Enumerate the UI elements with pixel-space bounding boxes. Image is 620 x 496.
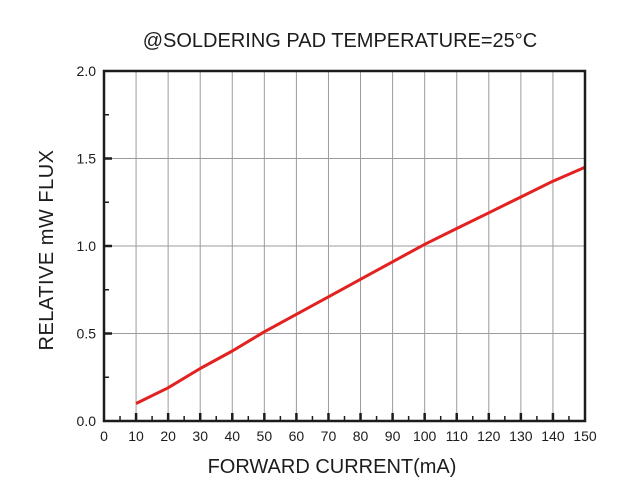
x-tick-label: 130 bbox=[509, 428, 533, 444]
y-tick-labels: 0.0 0.5 1.0 1.5 2.0 bbox=[77, 63, 97, 429]
x-tick-label: 10 bbox=[128, 428, 144, 444]
x-tick-label: 0 bbox=[100, 428, 108, 444]
y-tick-label: 1.5 bbox=[77, 151, 97, 167]
x-tick-label: 30 bbox=[192, 428, 208, 444]
series-line bbox=[135, 165, 586, 405]
y-tick-label: 0.0 bbox=[77, 413, 97, 429]
x-tick-label: 120 bbox=[477, 428, 501, 444]
x-tick-label: 90 bbox=[385, 428, 401, 444]
x-tick-label: 110 bbox=[446, 428, 469, 444]
y-tick-label: 2.0 bbox=[77, 63, 97, 79]
y-tick-label: 1.0 bbox=[77, 238, 97, 254]
x-tick-label: 80 bbox=[353, 428, 369, 444]
x-axis-label: FORWARD CURRENT(mA) bbox=[208, 456, 457, 478]
x-tick-labels: 0 10 20 30 40 50 60 70 80 90 100 110 120 130 140 150 bbox=[100, 428, 597, 444]
x-tick-label: 100 bbox=[413, 428, 437, 444]
y-tick-label: 0.5 bbox=[77, 326, 97, 342]
axis-ticks bbox=[104, 114, 570, 421]
x-tick-label: 70 bbox=[321, 428, 337, 444]
flux-curve bbox=[135, 165, 586, 405]
x-tick-label: 50 bbox=[257, 428, 273, 444]
gridlines bbox=[104, 71, 585, 421]
x-tick-label: 150 bbox=[573, 428, 597, 444]
x-tick-label: 20 bbox=[160, 428, 176, 444]
y-axis-label: RELATIVE mW FLUX bbox=[36, 150, 58, 351]
chart-title: @SOLDERING PAD TEMPERATURE=25°C bbox=[143, 30, 538, 52]
x-tick-label: 140 bbox=[541, 428, 565, 444]
x-tick-label: 60 bbox=[289, 428, 305, 444]
x-tick-label: 40 bbox=[224, 428, 240, 444]
